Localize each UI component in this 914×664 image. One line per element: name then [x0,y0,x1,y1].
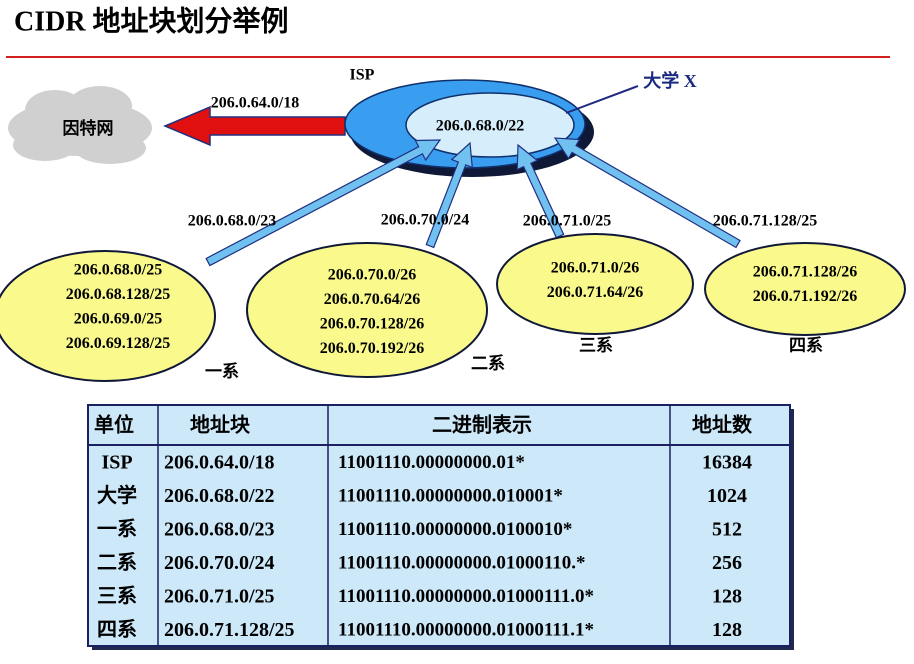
count-cell: 16384 [702,451,752,473]
department-ellipse [704,242,906,336]
department-ellipse [0,250,216,382]
block-cell: 206.0.71.128/25 [164,619,295,641]
subnet: 206.0.71.128/26 [753,264,857,281]
block-cell: 206.0.68.0/22 [164,485,275,507]
unit-cell: 三系 [97,584,137,607]
binary-cell: 11001110.00000000.01000111.0* [338,586,594,607]
university-block: 206.0.68.0/22 [436,118,524,135]
unit-cell: 一系 [97,517,137,540]
binary-cell: 11001110.00000000.01000111.1* [338,620,594,641]
count-cell: 256 [712,552,742,574]
binary-cell: 11001110.00000000.010001* [338,486,563,507]
unit-cell: ISP [101,451,132,473]
uplink-arrow [516,143,565,239]
subnet: 206.0.70.0/26 [328,267,416,284]
binary-cell: 11001110.00000000.01* [338,452,525,473]
unit-cell: 四系 [97,618,137,641]
header-cell: 二进制表示 [432,413,532,437]
block-cell: 206.0.71.0/25 [164,585,275,607]
department-name: 二系 [471,354,505,373]
count-cell: 512 [712,518,742,540]
isp-block: 206.0.64.0/18 [211,95,299,112]
isp-label: ISP [350,67,375,84]
department-block: 206.0.70.0/24 [381,212,469,229]
count-cell: 1024 [707,485,747,507]
unit-cell: 大学 [97,483,137,507]
header-cell: 地址数 [692,413,753,437]
uplink-arrow [553,137,741,249]
department-name: 四系 [789,336,823,355]
university-ellipse [405,92,575,158]
department-name: 一系 [205,362,239,381]
unit-cell: 二系 [97,551,137,574]
binary-cell: 11001110.00000000.01000110.* [338,553,586,574]
department-block: 206.0.71.128/25 [713,213,817,230]
header-cell: 地址块 [190,414,251,437]
uplink-arrow [425,141,473,249]
binary-cell: 11001110.00000000.0100010* [338,519,572,540]
header-cell: 单位 [94,413,134,437]
internet-cloud [8,86,152,164]
block-cell: 206.0.70.0/24 [164,552,275,574]
subnet: 206.0.71.64/26 [547,284,643,301]
isp-arrow [163,105,346,147]
department-block: 206.0.71.0/25 [523,213,611,230]
internet-label: 因特网 [63,118,114,138]
university-label: 大学 X [643,70,697,91]
department-ellipse [246,242,488,378]
subnet: 206.0.69.128/25 [66,335,170,352]
subnet: 206.0.68.128/25 [66,286,170,303]
subnet: 206.0.70.64/26 [324,291,420,308]
department-ellipse [496,233,694,335]
department-block: 206.0.68.0/23 [188,213,276,230]
count-cell: 128 [712,619,742,641]
subnet: 206.0.71.0/26 [551,260,639,277]
subnet: 206.0.69.0/25 [74,311,162,328]
subnet: 206.0.70.128/26 [320,316,424,333]
subnet: 206.0.70.192/26 [320,340,424,357]
count-cell: 128 [712,585,742,607]
uplink-arrow [205,139,442,267]
block-cell: 206.0.68.0/23 [164,518,275,540]
subnet: 206.0.68.0/25 [74,262,162,279]
block-cell: 206.0.64.0/18 [164,451,275,473]
department-name: 三系 [579,336,613,355]
title: CIDR 地址块划分举例 [14,4,289,37]
subnet: 206.0.71.192/26 [753,288,857,305]
university-pointer [565,85,639,114]
